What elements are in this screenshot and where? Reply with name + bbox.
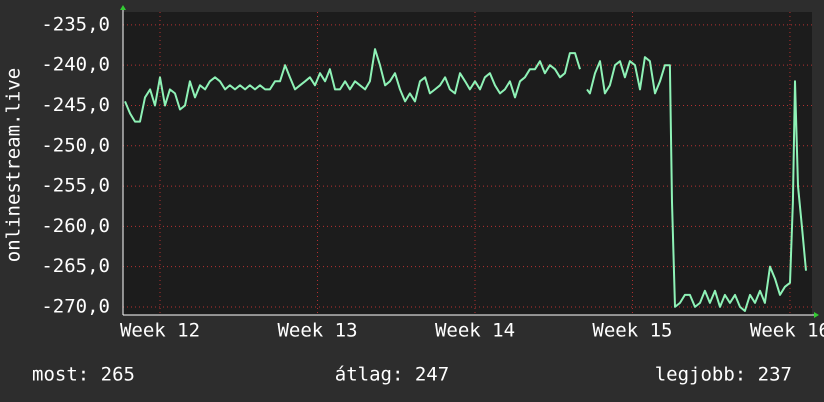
x-tick-label: Week 16 (750, 320, 824, 342)
y-tick-label: -270,0 (41, 295, 110, 317)
data-line (124, 48, 807, 312)
stat-best: legjobb: 237 (655, 364, 792, 386)
y-tick-label: -235,0 (41, 13, 110, 35)
x-tick-label: Week 14 (435, 320, 515, 342)
axis-arrow (814, 312, 819, 318)
axis-arrow (120, 5, 126, 10)
y-axis-label: onlinestream.live (3, 68, 25, 262)
y-tick-label: -255,0 (41, 175, 110, 197)
y-tick-label: -240,0 (41, 54, 110, 76)
stat-average: átlag: 247 (335, 364, 449, 386)
x-tick-label: Week 13 (277, 320, 357, 342)
y-tick-label: -260,0 (41, 215, 110, 237)
y-tick-label: -265,0 (41, 255, 110, 277)
plot-area (123, 12, 812, 315)
stat-current: most: 265 (32, 364, 135, 386)
y-tick-label: -250,0 (41, 134, 110, 156)
y-tick-label: -245,0 (41, 94, 110, 116)
x-tick-label: Week 12 (120, 320, 200, 342)
x-tick-label: Week 15 (592, 320, 672, 342)
